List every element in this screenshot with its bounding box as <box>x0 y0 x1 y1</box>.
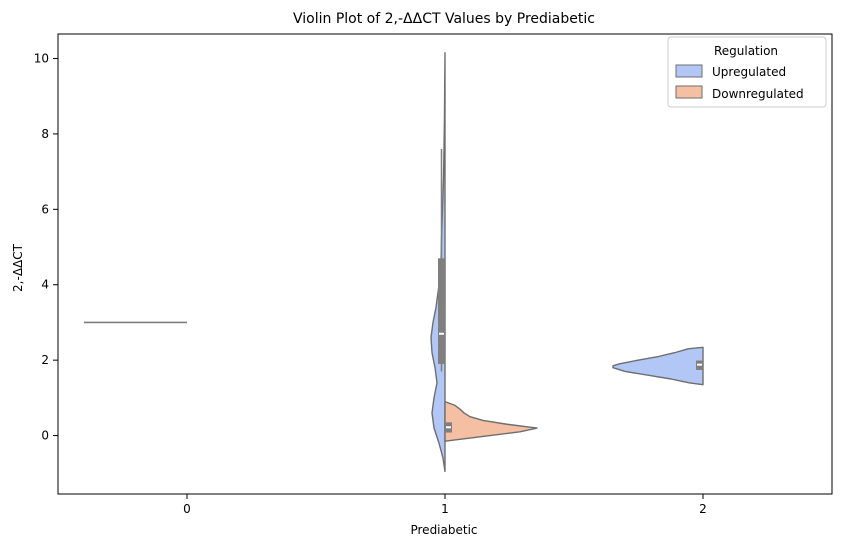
y-tick-label-10: 10 <box>34 52 49 66</box>
y-tick-label-2: 2 <box>41 353 49 367</box>
x-axis: 0 1 2 <box>183 494 707 516</box>
y-axis-label: 2,-ΔΔCT <box>11 243 25 292</box>
legend: Regulation Upregulated Downregulated <box>667 36 827 108</box>
y-tick-label-6: 6 <box>41 202 49 216</box>
legend-swatch-upregulated <box>675 64 703 78</box>
legend-title: Regulation <box>714 44 778 58</box>
violin-upregulated-2 <box>612 346 704 386</box>
legend-swatch-downregulated <box>675 85 703 99</box>
legend-entry-downregulated: Downregulated <box>712 87 804 101</box>
y-tick-label-0: 0 <box>41 429 49 443</box>
iqr-box-upregulated-1 <box>438 258 445 364</box>
chart-title: Violin Plot of 2,-ΔΔCT Values by Prediab… <box>293 11 595 27</box>
violin-downregulated-1 <box>444 400 538 442</box>
y-tick-label-4: 4 <box>41 278 49 292</box>
x-axis-label: Prediabetic <box>410 523 477 537</box>
x-tick-label-0: 0 <box>183 502 191 516</box>
y-axis: 0 2 4 6 8 10 <box>34 52 58 443</box>
y-tick-label-8: 8 <box>41 127 49 141</box>
x-tick-label-1: 1 <box>441 502 449 516</box>
plot-area <box>57 33 833 495</box>
legend-entry-upregulated: Upregulated <box>712 65 786 79</box>
legend-frame <box>667 36 827 108</box>
x-tick-label-2: 2 <box>699 502 707 516</box>
